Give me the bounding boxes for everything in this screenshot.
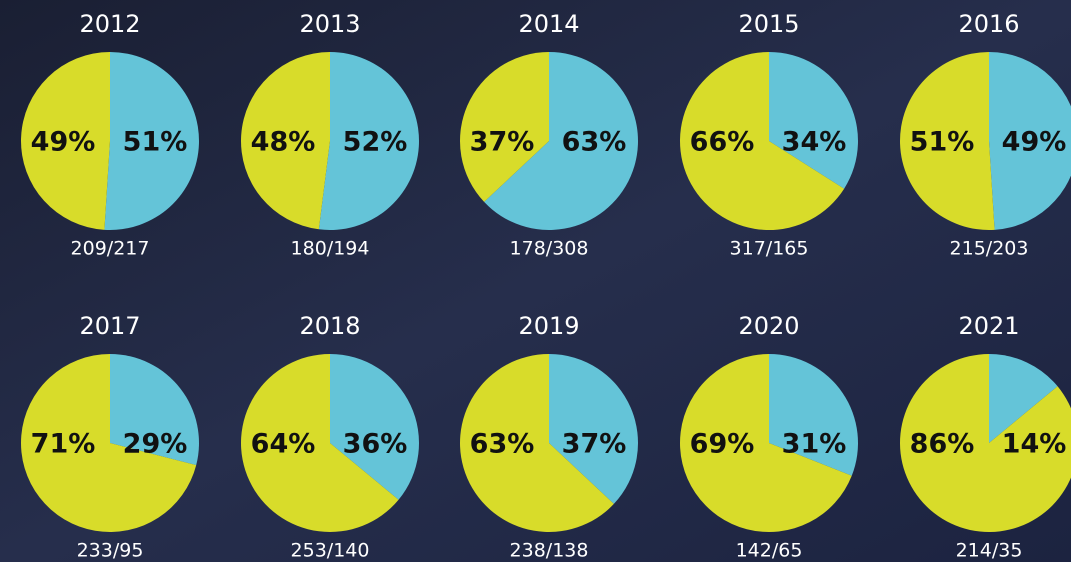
annotation: 209/217 [71, 238, 150, 260]
annotation: 180/194 [291, 238, 370, 260]
value-label: 86% [910, 429, 975, 460]
chart-title: 2016 [958, 10, 1019, 38]
value-label: 63% [470, 429, 535, 460]
annotation: 214/35 [956, 540, 1023, 562]
annotation: 178/308 [510, 238, 589, 260]
annotation: 253/140 [291, 540, 370, 562]
annotation: 317/165 [730, 238, 809, 260]
value-label: 69% [690, 429, 755, 460]
chart-title: 2020 [738, 312, 799, 340]
value-label: 49% [31, 127, 96, 158]
chart-title: 2014 [518, 10, 579, 38]
value-label: 51% [123, 127, 188, 158]
value-label: 63% [562, 127, 627, 158]
chart-title: 2019 [518, 312, 579, 340]
value-label: 66% [690, 127, 755, 158]
value-label: 14% [1002, 429, 1067, 460]
value-label: 37% [470, 127, 535, 158]
chart-title: 2015 [738, 10, 799, 38]
chart-grid: 2012 49% 51% 209/217 2013 48% 52% 180/194 2014 37… [0, 0, 1071, 562]
value-label: 48% [251, 127, 316, 158]
chart-title: 2012 [79, 10, 140, 38]
value-label: 37% [562, 429, 627, 460]
value-label: 29% [123, 429, 188, 460]
annotation: 142/65 [736, 540, 803, 562]
annotation: 215/203 [950, 238, 1029, 260]
value-label: 34% [782, 127, 847, 158]
value-label: 31% [782, 429, 847, 460]
value-label: 64% [251, 429, 316, 460]
chart-title: 2021 [958, 312, 1019, 340]
value-label: 71% [31, 429, 96, 460]
value-label: 36% [343, 429, 408, 460]
annotation: 233/95 [77, 540, 144, 562]
annotation: 238/138 [510, 540, 589, 562]
chart-title: 2013 [299, 10, 360, 38]
value-label: 51% [910, 127, 975, 158]
value-label: 49% [1002, 127, 1067, 158]
chart-title: 2018 [299, 312, 360, 340]
chart-title: 2017 [79, 312, 140, 340]
value-label: 52% [343, 127, 408, 158]
